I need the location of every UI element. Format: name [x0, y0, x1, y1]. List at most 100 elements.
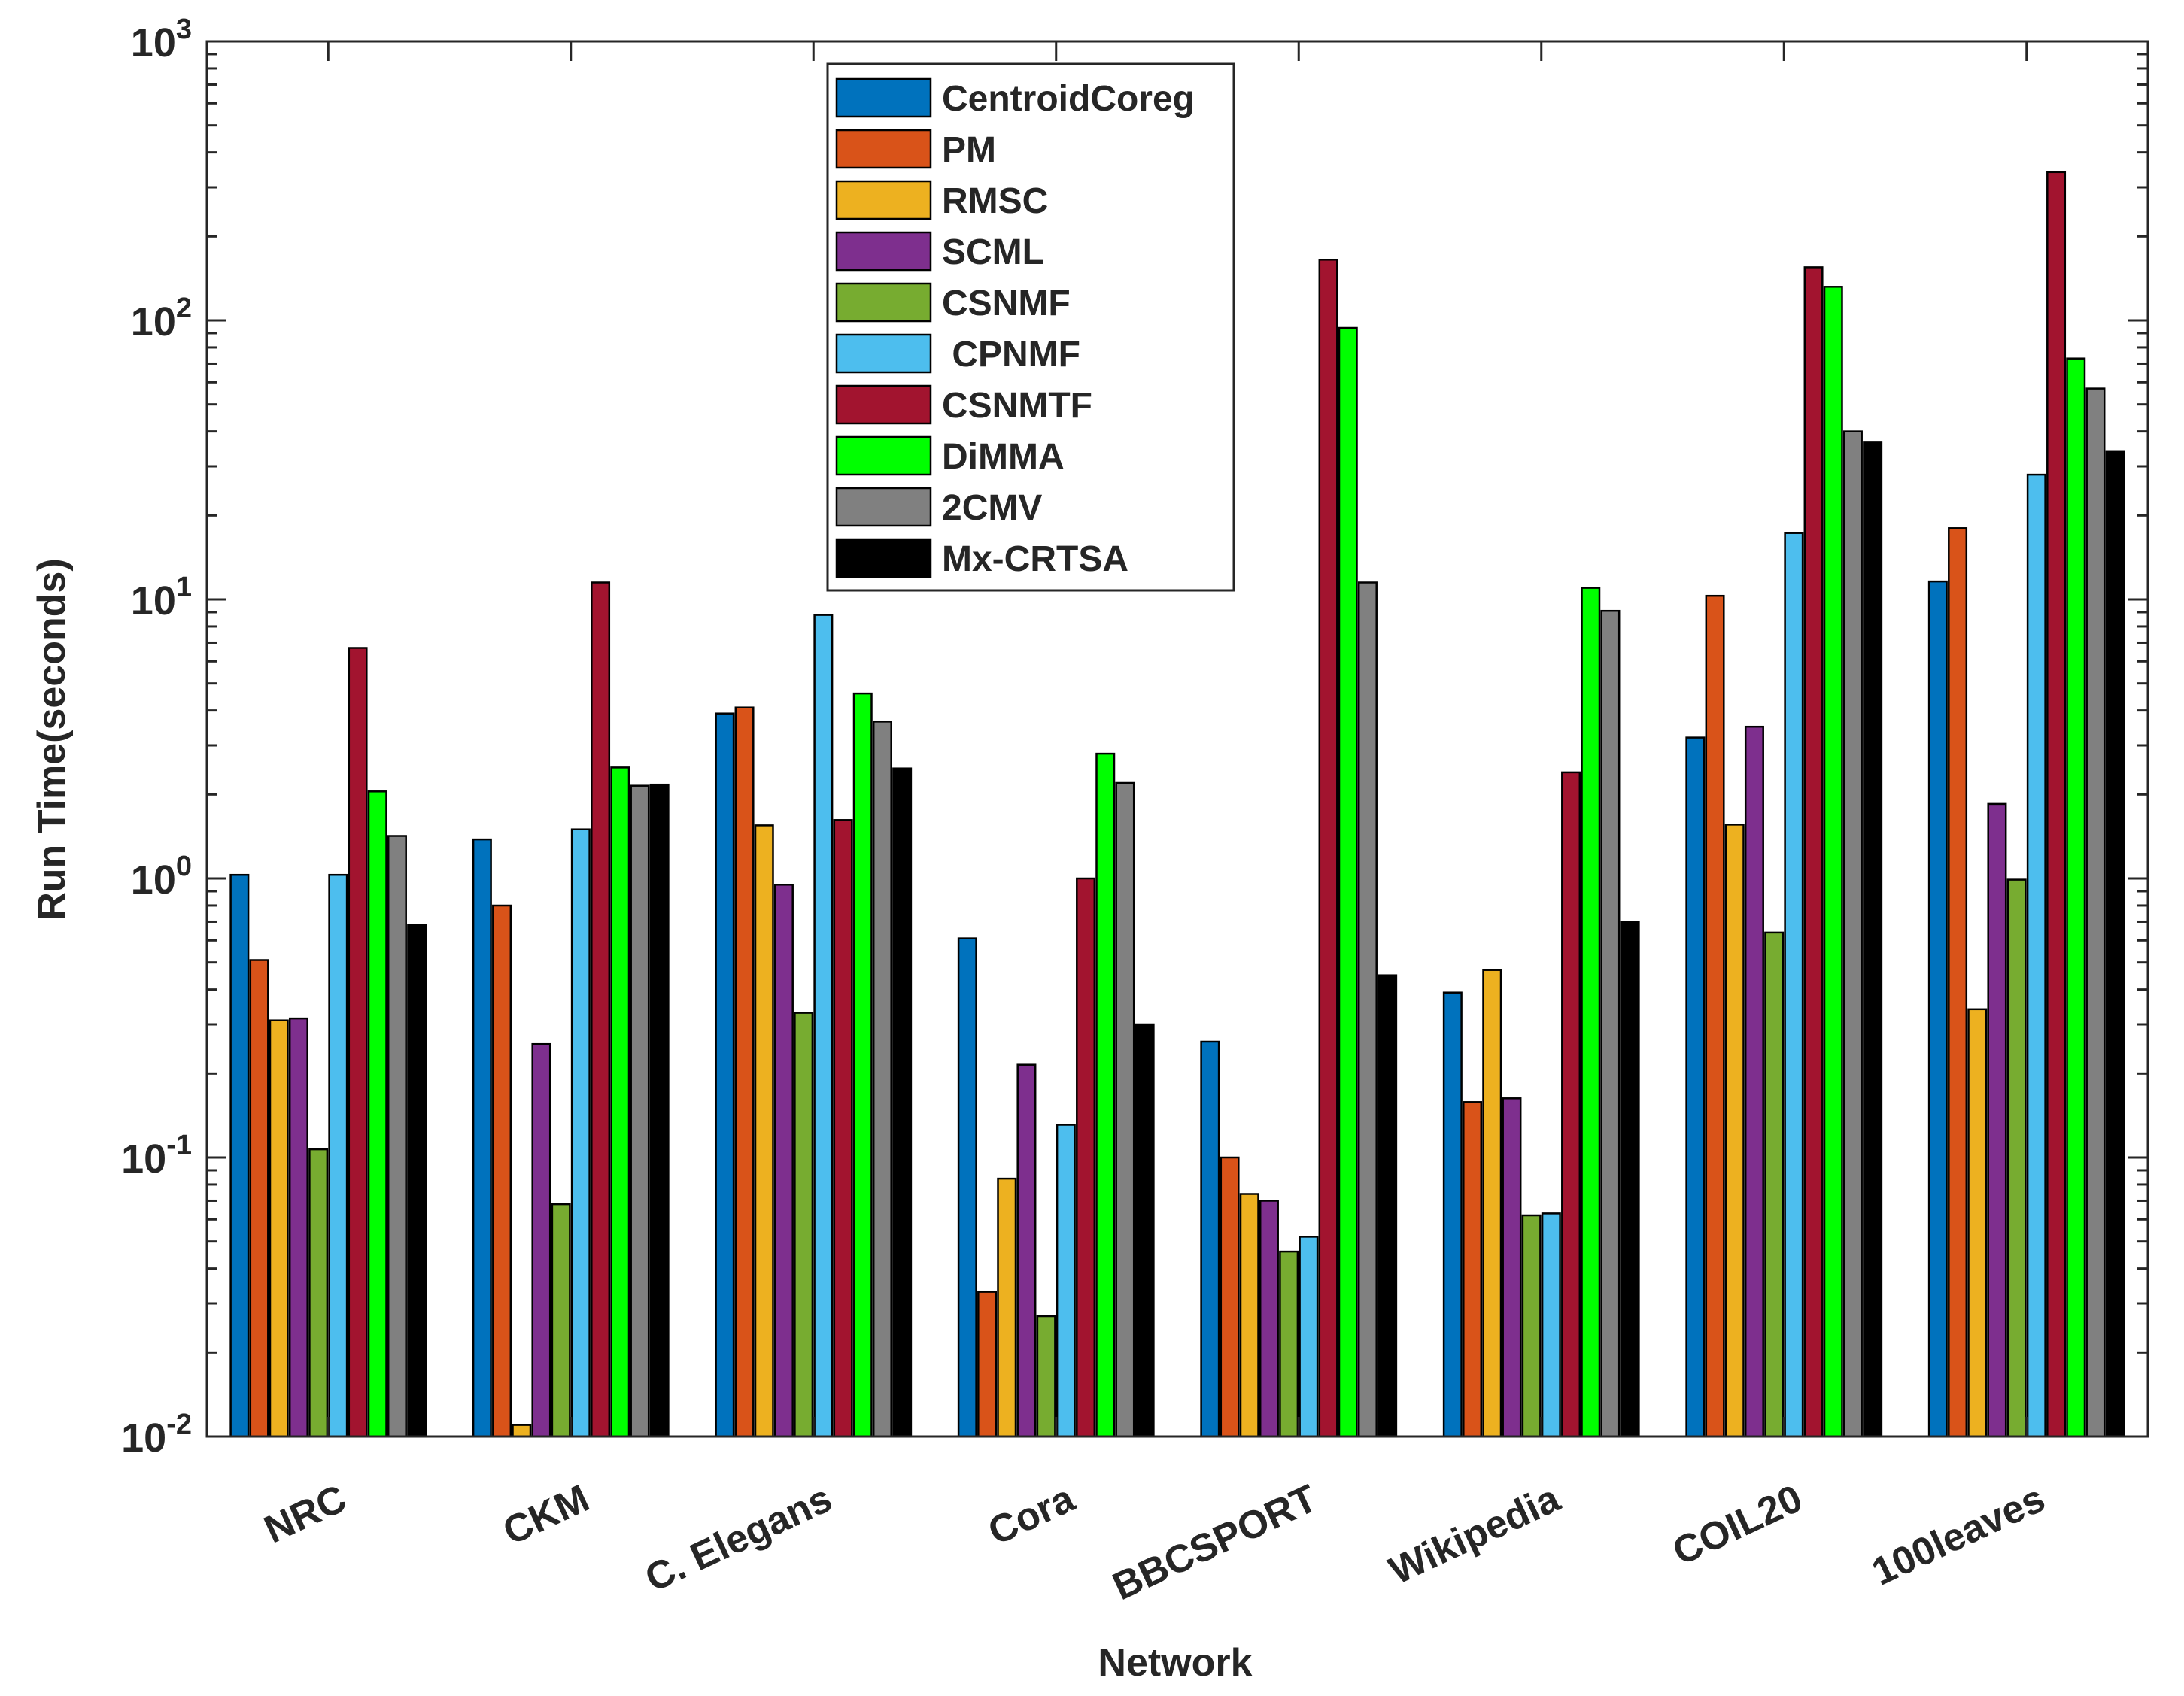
- bar: [1259, 1200, 1279, 1438]
- legend-label: SCML: [942, 232, 1044, 272]
- legend-swatch: [835, 180, 932, 220]
- y-tick-label: 100: [131, 851, 192, 903]
- bar: [1378, 974, 1398, 1438]
- legend-swatch: [835, 231, 932, 272]
- bar: [754, 824, 774, 1438]
- bar: [1076, 877, 1096, 1438]
- bar: [1541, 1212, 1561, 1438]
- bar: [773, 884, 794, 1438]
- bar: [1056, 1124, 1076, 1438]
- x-tick-label: CKM: [497, 1476, 596, 1554]
- bar: [2026, 473, 2046, 1438]
- bar: [1521, 1214, 1542, 1438]
- bar: [1016, 1063, 1037, 1438]
- legend-label: RMSC: [942, 181, 1048, 221]
- bar: [492, 904, 512, 1438]
- plot-frame: [205, 40, 2149, 1438]
- bar: [1442, 991, 1463, 1438]
- bar: [2046, 171, 2067, 1438]
- y-tick-exponent: 0: [176, 851, 192, 882]
- legend-label: CSNMF: [942, 284, 1071, 323]
- bar: [472, 838, 492, 1438]
- y-tick-base: 10: [131, 578, 176, 623]
- bar: [1987, 802, 2007, 1438]
- bar: [1581, 587, 1601, 1438]
- legend-label: CPNMF: [942, 335, 1080, 375]
- bar: [1135, 1023, 1155, 1438]
- bar: [2085, 387, 2106, 1438]
- legend-label: 2CMV: [942, 488, 1042, 528]
- bar: [1279, 1250, 1299, 1438]
- y-tick-exponent: 3: [176, 14, 192, 45]
- bar: [610, 766, 630, 1438]
- y-tick-base: 10: [121, 1136, 166, 1182]
- x-tick-label: Wikipedia: [1383, 1476, 1567, 1593]
- x-tick-label: Cora: [982, 1476, 1082, 1554]
- bar: [2066, 357, 2086, 1438]
- legend-swatch: [835, 129, 932, 169]
- bar: [570, 828, 591, 1438]
- bar: [1620, 921, 1640, 1438]
- x-tick-label: COIL20: [1666, 1476, 1809, 1574]
- y-tick-base: 10: [121, 1415, 166, 1461]
- bar: [512, 1424, 532, 1438]
- y-tick-label: 10-1: [121, 1130, 192, 1182]
- y-tick-exponent: -1: [166, 1130, 192, 1161]
- x-tick-label: NRC: [258, 1476, 354, 1552]
- bar: [833, 819, 853, 1438]
- legend-label: DiMMA: [942, 437, 1065, 477]
- bar: [649, 783, 670, 1438]
- bar: [551, 1203, 571, 1438]
- bar: [734, 706, 755, 1438]
- x-axis-label: Network: [1098, 1641, 1252, 1685]
- bar: [1561, 771, 1581, 1438]
- bar: [1744, 725, 1764, 1438]
- bar: [387, 835, 407, 1438]
- legend-swatch: [835, 333, 932, 374]
- legend-swatch: [835, 77, 932, 118]
- y-tick-base: 10: [131, 20, 176, 65]
- bar: [1220, 1156, 1240, 1438]
- bar: [1863, 441, 1883, 1438]
- bar: [308, 1148, 329, 1438]
- bar: [2105, 450, 2125, 1438]
- bar: [1803, 266, 1824, 1438]
- bar: [1463, 1101, 1483, 1438]
- legend-swatch: [835, 384, 932, 425]
- y-tick-label: 10-2: [121, 1409, 192, 1461]
- bar: [1095, 752, 1116, 1438]
- bar: [1764, 931, 1785, 1438]
- bar: [1705, 594, 1725, 1438]
- bar: [328, 873, 348, 1438]
- bar: [1948, 527, 1968, 1438]
- y-tick-label: 102: [131, 293, 192, 344]
- legend-swatch: [835, 538, 932, 578]
- bar: [407, 924, 427, 1438]
- bar: [892, 767, 913, 1438]
- bar: [2006, 878, 2027, 1438]
- legend-label: CentroidCoreg: [942, 79, 1195, 119]
- bar: [1036, 1315, 1056, 1438]
- y-axis-label: Run Time(seconds): [30, 558, 74, 921]
- bar: [1823, 286, 1843, 1438]
- legend-label: PM: [942, 130, 996, 170]
- bar: [1482, 969, 1502, 1438]
- x-tick-label: BBCSPORT: [1106, 1476, 1323, 1609]
- bar: [1967, 1008, 1988, 1438]
- bar: [348, 647, 368, 1438]
- y-tick-label: 103: [131, 14, 192, 65]
- y-tick-exponent: 1: [176, 572, 192, 603]
- bar: [813, 614, 834, 1438]
- bar: [794, 1012, 814, 1438]
- bar: [1239, 1193, 1259, 1438]
- bar: [229, 873, 250, 1438]
- bar: [1685, 736, 1706, 1438]
- axes: [205, 40, 2149, 1438]
- bar: [630, 784, 650, 1438]
- legend-swatch: [835, 487, 932, 527]
- bar: [997, 1177, 1017, 1438]
- y-tick-label: 101: [131, 572, 192, 623]
- bar: [1318, 259, 1338, 1438]
